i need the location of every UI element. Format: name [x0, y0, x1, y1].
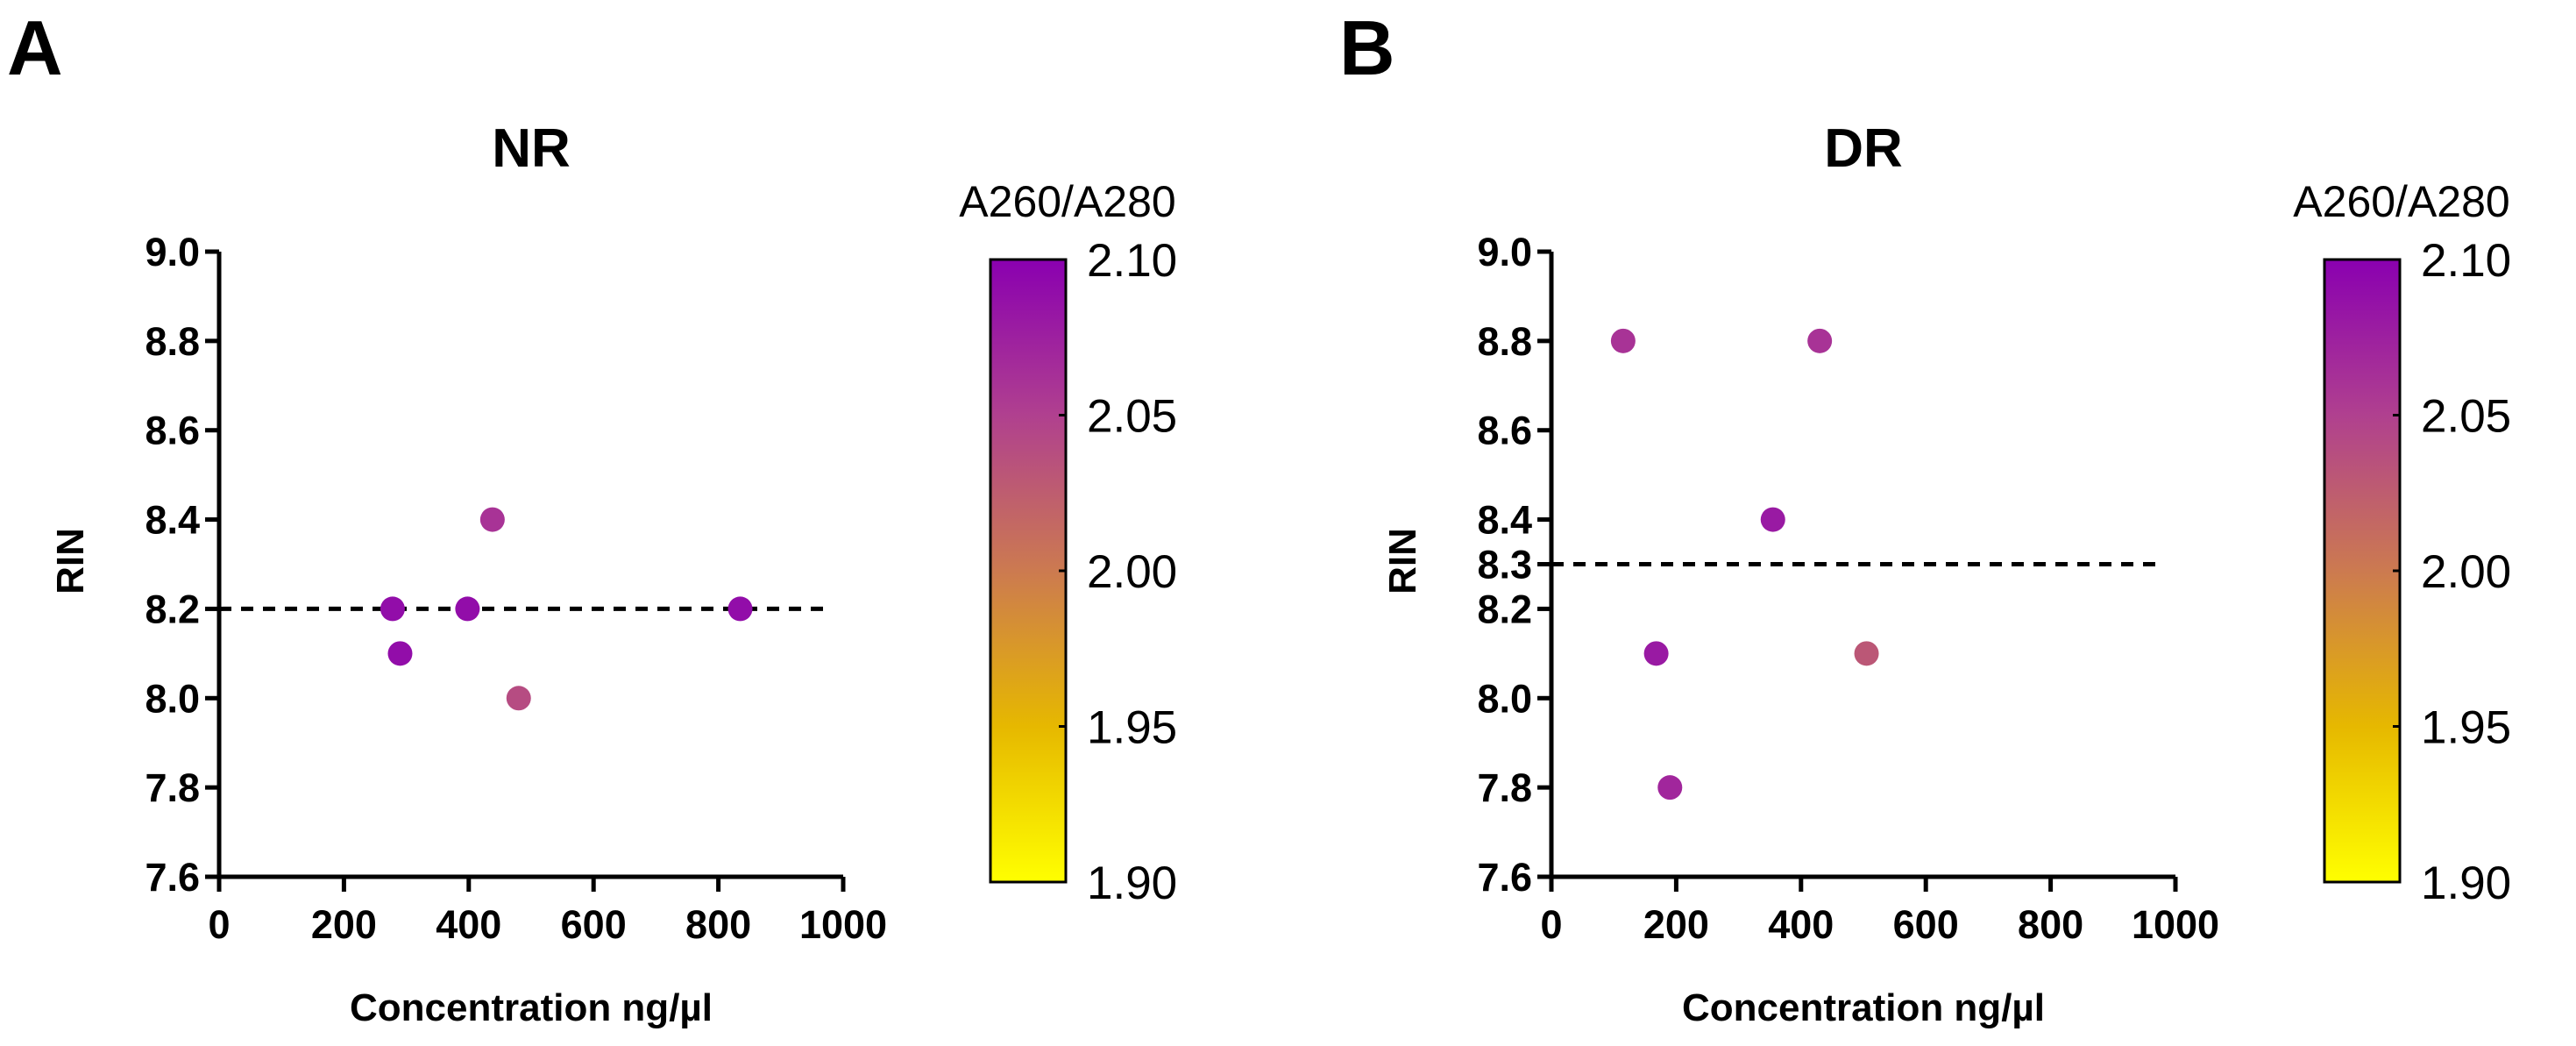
- x-tick-label: 400: [1768, 902, 1834, 947]
- y-tick-label: 8.0: [1477, 676, 1532, 721]
- y-tick-label: 7.8: [1477, 765, 1532, 810]
- x-axis-label: Concentration ng/µl: [1682, 986, 2045, 1029]
- y-tick-label: 8.6: [1477, 409, 1532, 453]
- y-tick-label: 8.2: [1477, 587, 1532, 631]
- colorbar-tick-label: 2.05: [2421, 391, 2511, 443]
- colorbar: A260/A280 1.90 1.95 2.00 2.05 2.10: [959, 177, 1177, 909]
- x-tick-label: 600: [1893, 902, 1959, 947]
- colorbar-tick-label: 1.95: [2421, 702, 2511, 754]
- colorbar-tick-label: 1.90: [1087, 857, 1177, 909]
- x-tick-label: 1000: [2132, 902, 2219, 947]
- data-point: [1760, 507, 1785, 532]
- data-point: [727, 596, 753, 622]
- panel-letter: A: [7, 4, 63, 91]
- colorbar-gradient: [989, 258, 1068, 884]
- y-tick-label: 9.0: [145, 230, 200, 274]
- chart-title: NR: [492, 118, 571, 179]
- colorbar-gradient: [2323, 258, 2402, 884]
- colorbar-tick-label: 1.95: [1087, 702, 1177, 754]
- plot-area: 7.6 7.8 8.0 8.28.38.4 8.6 8.8 9.0 0 200 400 600 800…: [1477, 230, 2219, 947]
- chart-title: DR: [1824, 118, 1903, 179]
- y-tick-label: 7.6: [1477, 855, 1532, 900]
- plot-area: 7.6 7.8 8.0 8.2 8.4 8.6 8.8 9.0 0 200 400 600 800 100…: [145, 230, 887, 947]
- x-tick-label: 400: [436, 902, 501, 947]
- colorbar-title: A260/A280: [2293, 177, 2509, 226]
- y-tick-label: 8.6: [145, 409, 200, 453]
- x-tick-label: 600: [561, 902, 627, 947]
- y-tick-label: 8.4: [145, 498, 200, 543]
- data-point: [479, 507, 505, 532]
- panel-letter: B: [1339, 4, 1395, 91]
- colorbar-tick-label: 2.00: [2421, 546, 2511, 598]
- x-tick-label: 200: [1643, 902, 1709, 947]
- y-tick-label: 8.8: [1477, 319, 1532, 364]
- x-axis-label: Concentration ng/µl: [350, 986, 713, 1029]
- x-tick-label: 200: [311, 902, 377, 947]
- colorbar-tick-label: 1.90: [2421, 857, 2511, 909]
- data-point: [1610, 328, 1636, 353]
- y-tick-label: 7.6: [145, 855, 200, 900]
- y-tick-label: 8.3: [1477, 543, 1532, 587]
- data-point: [506, 686, 531, 711]
- y-tick-label: 7.8: [145, 765, 200, 810]
- colorbar-tick-label: 2.10: [2421, 235, 2511, 287]
- y-tick-label: 8.2: [145, 587, 200, 631]
- y-tick-label: 8.8: [145, 319, 200, 364]
- panel-a: A NR 7.6 7.8 8.0 8.2 8.4 8.6 8.8 9.0 0 200 400 600 8…: [7, 4, 1177, 1029]
- data-point: [455, 596, 480, 622]
- colorbar: A260/A280 1.90 1.95 2.00 2.05 2.10: [2293, 177, 2511, 909]
- colorbar-tick-label: 2.05: [1087, 391, 1177, 443]
- data-point: [1657, 775, 1683, 801]
- data-point: [1643, 641, 1669, 666]
- colorbar-tick-label: 2.10: [1087, 235, 1177, 287]
- x-tick-label: 1000: [799, 902, 887, 947]
- y-axis-label: RIN: [49, 528, 92, 594]
- colorbar-tick-label: 2.00: [1087, 546, 1177, 598]
- data-point: [1807, 328, 1833, 353]
- data-point: [387, 641, 413, 666]
- x-tick-label: 0: [1540, 902, 1562, 947]
- colorbar-title: A260/A280: [959, 177, 1175, 226]
- x-tick-label: 800: [685, 902, 751, 947]
- y-axis-label: RIN: [1381, 528, 1424, 594]
- x-tick-label: 0: [208, 902, 230, 947]
- y-tick-label: 8.4: [1477, 498, 1532, 543]
- data-point: [380, 596, 405, 622]
- panel-b: B DR 7.6 7.8 8.0 8.28.38.4 8.6 8.8 9.0 0 200 400 6…: [1339, 4, 2511, 1029]
- data-point: [1854, 641, 1879, 666]
- y-tick-label: 9.0: [1477, 230, 1532, 274]
- x-tick-label: 800: [2018, 902, 2083, 947]
- y-tick-label: 8.0: [145, 676, 200, 721]
